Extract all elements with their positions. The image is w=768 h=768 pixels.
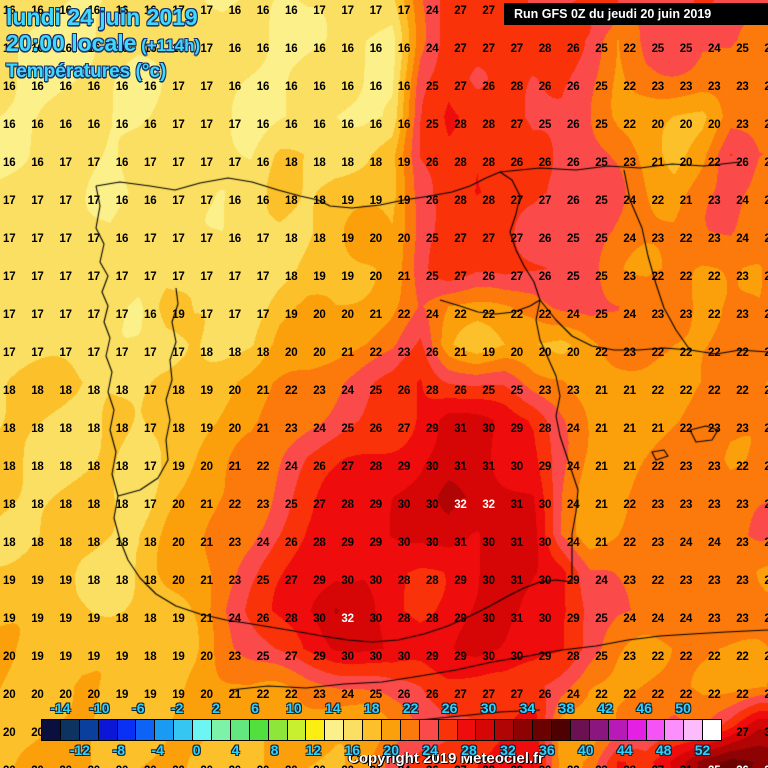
- legend-swatch: [174, 720, 194, 740]
- legend-swatch: [117, 720, 137, 740]
- legend-swatch: [514, 720, 534, 740]
- legend-tick-label: 50: [675, 700, 691, 716]
- legend-swatch: [79, 720, 99, 740]
- legend-swatch: [363, 720, 383, 740]
- legend-swatch: [665, 720, 685, 740]
- legend-tick-label: 28: [461, 742, 477, 758]
- legend-swatch: [155, 720, 175, 740]
- model-run-bar: Run GFS 0Z du jeudi 20 juin 2019: [504, 3, 768, 25]
- legend-swatch: [533, 720, 553, 740]
- legend-tick-label: 26: [441, 700, 458, 716]
- legend-tick-label: 6: [251, 700, 259, 716]
- map-title-parameter: Températures (°c): [5, 60, 167, 82]
- legend-tick-label: 40: [578, 742, 594, 758]
- legend-tick-label: 48: [655, 742, 672, 758]
- legend-tick-label: 38: [558, 700, 575, 716]
- legend-tick-label: 4: [231, 742, 240, 758]
- legend-swatch: [212, 720, 231, 740]
- legend-tick-label: -14: [50, 700, 71, 716]
- legend-tick-label: 24: [422, 742, 438, 758]
- legend-tick-label: 18: [363, 700, 380, 716]
- legend-tick-label: 32: [500, 742, 516, 758]
- legend-swatch: [98, 720, 118, 740]
- legend-swatch: [419, 720, 439, 740]
- legend-swatch: [287, 720, 307, 740]
- legend-swatch: [684, 720, 704, 740]
- map-title-block: lundi 24 juin 2019 20:00 locale (+114h) …: [5, 4, 201, 82]
- legend-swatch: [495, 720, 515, 740]
- model-run-label: Run GFS 0Z du jeudi 20 juin 2019: [514, 7, 712, 21]
- legend-swatch: [589, 720, 609, 740]
- legend-swatch: [193, 720, 213, 740]
- legend-swatch: [42, 720, 61, 740]
- copyright-label: Copyright 2019 Meteociel.fr: [348, 750, 544, 767]
- map-title-time-value: 20:00 locale: [5, 30, 137, 57]
- legend-tick-label: 0: [192, 742, 201, 758]
- legend-swatch: [457, 720, 477, 740]
- legend-tick-label: 46: [636, 700, 652, 716]
- map-title-time-offset: (+114h): [136, 36, 201, 56]
- legend-tick-label: -12: [69, 742, 91, 758]
- temperature-color-legend[interactable]: [41, 719, 722, 741]
- legend-tick-label: 22: [402, 700, 419, 716]
- legend-swatch: [476, 720, 496, 740]
- legend-swatch: [230, 720, 250, 740]
- legend-tick-label: 44: [616, 742, 633, 758]
- legend-tick-label: 34: [519, 700, 536, 716]
- legend-tick-label: -8: [112, 742, 126, 758]
- legend-tick-label: 52: [694, 742, 711, 758]
- legend-tick-label: 36: [539, 742, 555, 758]
- legend-tick-label: 30: [480, 700, 497, 716]
- legend-tick-label: 20: [383, 742, 400, 758]
- legend-tick-label: 10: [286, 700, 302, 716]
- legend-tick-label: 42: [597, 700, 614, 716]
- legend-swatch: [249, 720, 269, 740]
- map-title-time: 20:00 locale (+114h): [5, 30, 201, 57]
- legend-tick-label: 2: [212, 700, 221, 716]
- legend-tick-label: -2: [170, 700, 184, 716]
- legend-tick-label: 12: [305, 742, 322, 758]
- legend-tick-label: 14: [325, 700, 341, 716]
- legend-tick-label: -6: [132, 700, 145, 716]
- legend-swatch: [570, 720, 590, 740]
- legend-swatch: [60, 720, 80, 740]
- legend-swatch: [608, 720, 628, 740]
- legend-swatch: [552, 720, 571, 740]
- legend-swatch: [344, 720, 364, 740]
- legend-swatch: [136, 720, 156, 740]
- legend-swatch: [382, 720, 401, 740]
- legend-swatch: [325, 720, 345, 740]
- legend-tick-label: -10: [89, 700, 110, 716]
- legend-swatch: [438, 720, 458, 740]
- legend-swatch: [400, 720, 420, 740]
- legend-swatch: [627, 720, 647, 740]
- legend-swatch: [646, 720, 666, 740]
- legend-swatch: [306, 720, 326, 740]
- map-title-date: lundi 24 juin 2019: [5, 4, 198, 30]
- legend-tick-label: 16: [344, 742, 361, 758]
- legend-tick-label: -4: [151, 742, 164, 758]
- legend-tick-label: 8: [270, 742, 279, 758]
- legend-swatch: [268, 720, 288, 740]
- legend-swatch: [703, 720, 722, 740]
